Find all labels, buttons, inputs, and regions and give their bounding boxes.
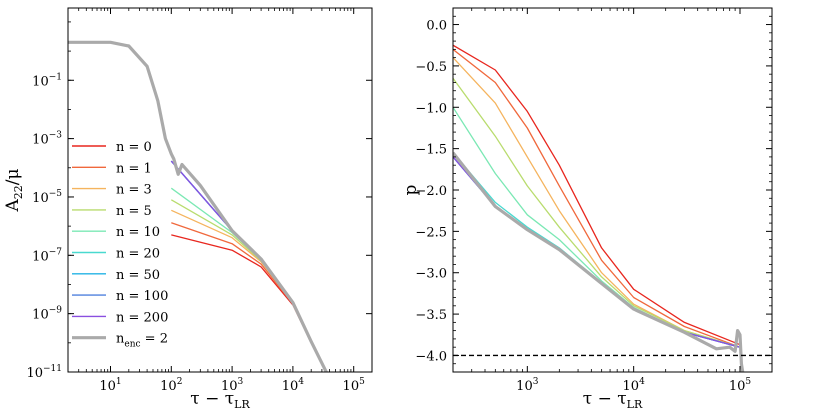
y-tick-label: 10−11 [26,364,62,381]
x-tick-label: 105 [343,377,366,394]
legend-label: n = 200 [116,310,168,325]
y-tick-label: −3.0 [415,267,447,282]
series-line-n-100 [170,160,328,372]
left-panel: 101 102 103 104 105 10−11 10−9 10−7 10−5 10−3 10−1… [3,7,373,411]
legend-label: n = 0 [116,140,152,155]
series-line-n-0 [453,44,741,346]
x-tick-label: 104 [282,377,305,394]
series-line-n-20 [170,160,328,372]
axes-frame [67,7,373,373]
series-line-n-10 [453,106,741,348]
legend-label: n = 1 [116,161,152,176]
legend: n = 0 n = 1 n = 3 n = 5 n = 10 n = 20 n = 50 n … [72,140,168,350]
y-tick-label: 10−5 [32,189,62,206]
axes-frame [452,7,773,373]
series-line-n-200 [170,160,328,372]
series-line-n-1 [453,48,741,348]
legend-label: n = 10 [116,225,160,240]
series-line-nenc-2 [68,40,329,372]
right-panel: 103 104 105 0.0 −0.5 −1.0 −1.5 −2.0 −2.5 −3.0 −3.5… [401,7,773,411]
x-tick-label: 103 [221,377,244,394]
y-tick-label: −1.0 [415,101,447,116]
series-line-n-10 [170,187,328,372]
series-line-n-50 [170,160,328,372]
y-tick-label: −2.5 [415,225,447,240]
y-tick-label: −2.0 [415,184,447,199]
x-tick-label: 103 [516,377,539,394]
y-axis-label: p [401,184,421,195]
y-tick-label: 10−3 [32,131,62,148]
legend-label: n = 100 [116,289,168,304]
legend-label: n = 50 [116,268,160,283]
x-tick-label: 105 [729,377,752,394]
x-tick-label: 104 [623,377,646,394]
y-tick-label: 10−1 [32,72,62,89]
x-tick-label: 101 [99,377,121,394]
legend-label: n = 5 [116,204,152,219]
y-tick-label: −0.5 [415,60,447,75]
x-tick-label: 102 [160,377,182,394]
y-tick-label: 10−9 [32,306,62,323]
legend-label: n = 20 [116,247,160,262]
legend-label: n = 3 [116,183,152,198]
x-axis-label: τ − τLR [190,389,250,411]
y-tick-label: 0.0 [426,19,447,34]
series-group [453,44,745,372]
y-tick-label: 10−7 [32,247,62,264]
legend-label: nenc = 2 [116,332,168,350]
series-line-nenc-2 [453,151,745,372]
series-group [68,40,329,372]
x-axis-label: τ − τLR [583,389,643,411]
series-line-n-3 [171,209,328,372]
series-line-n-20 [453,152,741,348]
series-line-n-5 [170,199,328,372]
series-line-n-5 [453,77,741,348]
y-tick-label: −4.0 [415,349,447,364]
y-tick-label: −1.5 [415,143,447,158]
y-tick-label: −3.5 [415,308,447,323]
series-line-n-1 [171,222,328,372]
y-axis-label: A22/μ [3,168,25,212]
